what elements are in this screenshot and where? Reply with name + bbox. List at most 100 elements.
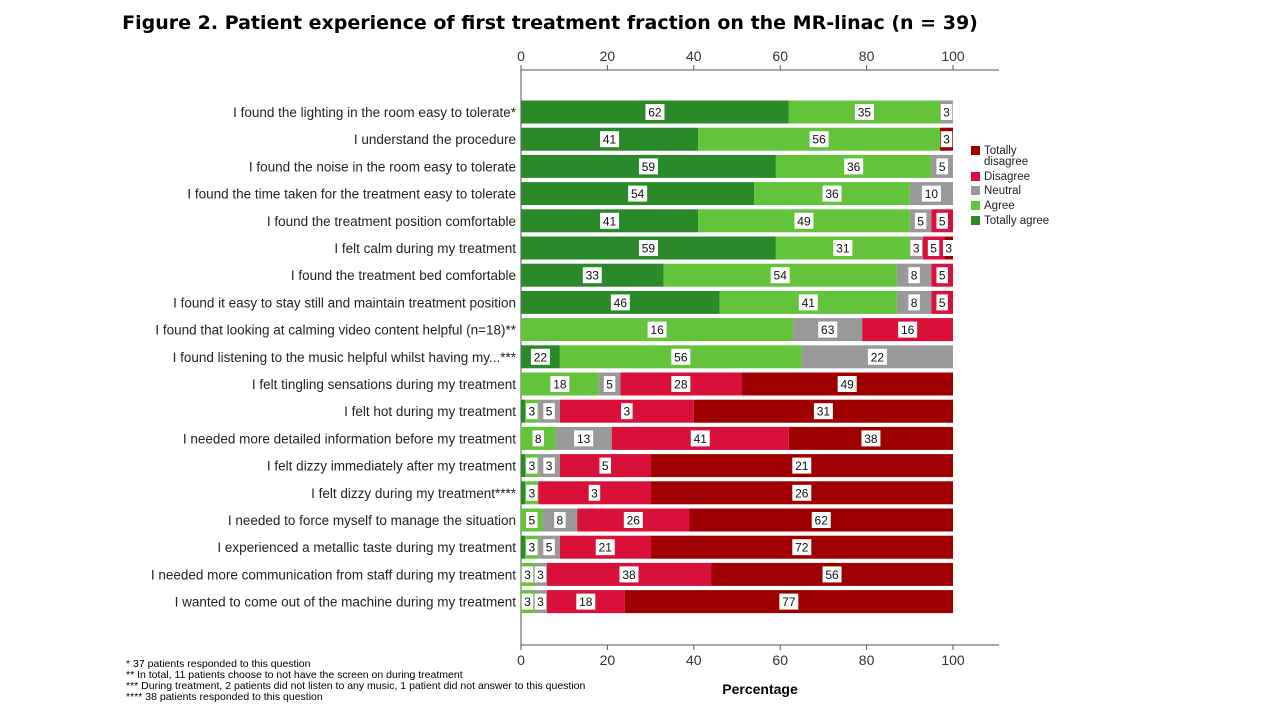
legend: Totally disagree Disagree Neutral Agree Total… <box>971 145 1049 227</box>
category-label: I experienced a metallic taste during my… <box>217 540 516 555</box>
value-label: 56 <box>674 350 688 364</box>
value-label: 3 <box>546 459 553 473</box>
value-label-box <box>574 430 594 447</box>
value-label-box <box>936 158 948 175</box>
value-label: 5 <box>939 214 946 228</box>
top-tick-label: 80 <box>859 48 875 64</box>
value-label-box <box>811 512 831 528</box>
value-label: 5 <box>606 378 613 392</box>
value-label-box <box>599 457 611 474</box>
top-tick-label: 20 <box>600 48 616 64</box>
value-label-box <box>647 321 667 338</box>
value-label-box <box>936 294 948 311</box>
value-label: 31 <box>817 405 831 419</box>
value-label-box <box>671 376 691 392</box>
value-label: 3 <box>943 106 950 120</box>
value-label: 35 <box>858 106 872 120</box>
value-label-box <box>530 348 550 365</box>
value-label-box <box>638 240 658 256</box>
value-label-box <box>543 403 555 420</box>
legend-label: Totally agree <box>984 215 1049 227</box>
value-label-box <box>534 566 547 583</box>
value-label-box <box>690 430 710 447</box>
value-label-box <box>600 131 620 148</box>
value-label-box <box>588 484 601 501</box>
category-label: I found the lighting in the room easy to… <box>233 105 517 120</box>
bottom-axis: 0 20 40 60 80 100 <box>517 645 965 668</box>
footnote: *** During treatment, 2 patients did not… <box>126 680 586 692</box>
value-label: 46 <box>614 296 628 310</box>
bar-segment <box>521 454 526 478</box>
value-label: 41 <box>603 133 617 147</box>
value-label: 38 <box>622 568 636 582</box>
value-label-box <box>936 267 948 284</box>
value-label: 62 <box>815 514 829 528</box>
value-label: 8 <box>911 296 918 310</box>
value-label: 3 <box>524 568 531 582</box>
x-axis-label: Percentage <box>722 681 798 697</box>
value-label-box <box>792 457 812 474</box>
value-label: 49 <box>797 214 811 228</box>
value-label-box <box>521 566 534 583</box>
category-label: I found listening to the music helpful w… <box>173 350 517 365</box>
value-label: 59 <box>642 242 656 256</box>
value-label-box <box>809 131 829 148</box>
value-label: 41 <box>603 214 617 228</box>
value-label: 54 <box>774 269 788 283</box>
value-label: 72 <box>795 541 809 555</box>
value-label-box <box>908 267 920 284</box>
category-label: I understand the procedure <box>354 132 516 147</box>
value-label: 3 <box>913 242 920 256</box>
value-label-box <box>833 240 853 256</box>
value-label: 33 <box>586 269 600 283</box>
value-label-box <box>554 512 566 528</box>
top-axis: 0 20 40 60 80 100 <box>517 48 965 70</box>
value-label: 5 <box>546 541 553 555</box>
value-label-box <box>822 566 842 583</box>
legend-swatch <box>971 172 980 181</box>
value-label-box <box>543 457 555 474</box>
value-label-box <box>600 212 620 229</box>
value-label: 16 <box>650 323 664 337</box>
value-label: 49 <box>840 378 854 392</box>
value-label: 26 <box>627 514 641 528</box>
legend-label: Disagree <box>984 171 1030 183</box>
value-label-box <box>532 430 545 447</box>
top-tick-label: 0 <box>517 48 525 64</box>
value-label-box <box>621 403 633 420</box>
value-label-box <box>798 294 818 311</box>
category-label: I felt calm during my treatment <box>334 241 516 256</box>
value-label-box <box>576 593 596 610</box>
value-label-box <box>550 376 570 392</box>
footnote: ** In total, 11 patients choose to not h… <box>126 669 463 681</box>
value-label-box <box>623 512 643 528</box>
footnote: * 37 patients responded to this question <box>126 658 311 670</box>
value-label-box <box>910 240 923 256</box>
category-label: I felt tingling sensations during my tre… <box>252 377 516 392</box>
category-label: I needed to force myself to manage the s… <box>228 513 516 528</box>
value-label: 5 <box>939 160 946 174</box>
value-label-box <box>936 212 948 229</box>
value-label-box <box>861 430 881 447</box>
value-label: 18 <box>579 595 593 609</box>
value-label: 21 <box>599 541 613 555</box>
value-label: 38 <box>864 432 878 446</box>
value-label: 36 <box>825 187 839 201</box>
value-label-box <box>940 104 953 120</box>
value-label-box <box>603 376 616 392</box>
value-label: 3 <box>943 133 950 147</box>
value-label-box <box>914 212 927 229</box>
value-label-box <box>792 539 812 556</box>
bar-segments <box>521 100 953 614</box>
category-label: I needed more detailed information befor… <box>183 431 516 446</box>
value-label: 3 <box>528 486 535 500</box>
top-tick-label: 40 <box>686 48 702 64</box>
value-label-box <box>927 240 940 256</box>
legend-label: Totally disagree <box>984 145 1028 168</box>
value-label-box <box>543 539 555 556</box>
value-label-box <box>628 185 648 202</box>
legend-swatch <box>971 186 980 195</box>
value-label: 26 <box>795 486 809 500</box>
value-label: 16 <box>901 323 915 337</box>
